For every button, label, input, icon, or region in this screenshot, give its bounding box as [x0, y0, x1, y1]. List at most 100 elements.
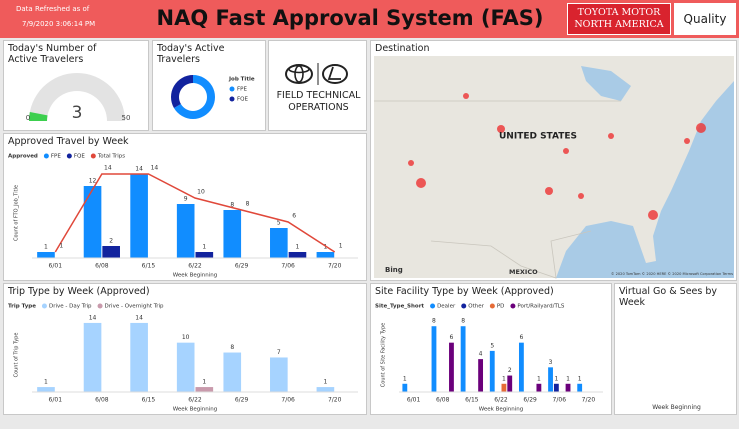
data-label: 14 [104, 165, 112, 172]
x-tick-label: 6/29 [523, 397, 537, 404]
x-tick-label: 6/08 [436, 397, 450, 404]
data-label: 14 [89, 314, 97, 321]
data-label: 1 [339, 243, 343, 250]
y-axis-title: Count of Trip Type [14, 333, 20, 378]
gauge-panel: Today's Number of Active Travelers 3 0 50 [3, 40, 149, 131]
refresh-label: Data Refreshed as of [16, 5, 90, 13]
refresh-time: 7/9/2020 3:06:14 PM [22, 20, 96, 28]
x-axis-title: Week Beginning [652, 404, 701, 411]
donut-chart: Job Title FPE FQE [171, 75, 255, 119]
bar [176, 204, 195, 258]
x-tick-label: 7/20 [328, 263, 342, 270]
panel-title: Today's Number of Active Travelers [8, 43, 97, 65]
data-label: 2 [508, 367, 512, 374]
data-label: 5 [277, 220, 281, 227]
legend-marker [510, 303, 516, 309]
lake [581, 66, 631, 101]
x-tick-label: 6/01 [49, 397, 63, 404]
bar [577, 383, 583, 392]
legend-label: Drive - Overnight Trip [105, 304, 165, 310]
bar [83, 322, 102, 392]
legend-label: Port/Railyard/TLS [517, 304, 564, 310]
data-label: 6 [292, 213, 296, 220]
pie-slice [173, 75, 215, 119]
legend-label: FQE [237, 97, 248, 103]
bar [478, 359, 484, 392]
data-label: 1 [578, 375, 582, 382]
legend-title: Approved [8, 154, 38, 160]
logo-panel: FIELD TECHNICAL OPERATIONS [268, 40, 367, 131]
bar [460, 326, 466, 392]
legend-label: Dealer [437, 304, 456, 310]
y-axis-title: Count of Site Facility Type [381, 323, 387, 387]
bar [501, 383, 507, 392]
x-tick-label: 7/06 [281, 263, 295, 270]
legend-title: Site_Type_Short [375, 304, 424, 310]
x-tick-label: 6/15 [142, 397, 156, 404]
x-tick-label: 6/22 [494, 397, 508, 404]
x-tick-label: 6/08 [95, 397, 109, 404]
x-tick-label: 7/06 [553, 397, 567, 404]
panel-title: Today's Active Travelers [157, 43, 225, 65]
data-label: 8 [461, 318, 465, 325]
bar [37, 252, 55, 258]
bar [270, 357, 288, 392]
logo-mark [285, 63, 348, 85]
panel-title: Site Facility Type by Week (Approved) [375, 286, 554, 297]
bar [195, 387, 214, 392]
data-label: 14 [135, 314, 143, 321]
panel-title: Approved Travel by Week [8, 136, 129, 147]
x-axis-title: Week Beginning [173, 407, 217, 413]
data-label: 2 [109, 238, 113, 245]
bar [270, 228, 288, 258]
data-label: 1 [554, 375, 558, 382]
data-label: 14 [151, 165, 159, 172]
bar [195, 252, 214, 258]
data-label: 8 [246, 201, 250, 208]
trip-panel: Trip Type by Week (Approved) Trip Type Dr… [3, 283, 367, 415]
bar [223, 210, 242, 258]
bar [518, 342, 524, 392]
panel-title: Virtual Go & Sees by Week [619, 286, 718, 308]
gauge-tick-label: 0 [26, 114, 30, 122]
bar [37, 387, 55, 392]
bar [130, 174, 148, 258]
legend-label: PD [497, 304, 505, 310]
donut-panel: Today's Active Travelers Job Title FPE FQE [152, 40, 266, 131]
map-label: UNITED STATES [499, 132, 577, 142]
x-axis-title: Week Beginning [173, 273, 217, 279]
data-label: 8 [230, 202, 234, 209]
brand-tag: Quality [674, 3, 736, 35]
map: UNITED STATES MEXICO Bing © 2020 TomTom … [374, 56, 734, 279]
data-label: 1 [502, 375, 506, 382]
line [54, 173, 336, 253]
data-label: 1 [323, 244, 327, 251]
pie-slice [171, 75, 193, 108]
header-title: NAQ Fast Approval System (FAS) [156, 6, 544, 30]
bar [316, 252, 335, 258]
x-tick-label: 7/20 [328, 397, 342, 404]
legend-marker [461, 303, 467, 309]
data-label: 8 [432, 318, 436, 325]
x-tick-label: 6/29 [235, 397, 249, 404]
data-label: 1 [202, 379, 206, 386]
land [374, 56, 734, 278]
legend-marker [489, 303, 495, 309]
panel-title: Destination [375, 43, 430, 54]
bar [223, 352, 242, 392]
data-label: 10 [182, 334, 190, 341]
bar [548, 367, 553, 392]
data-label: 1 [59, 243, 63, 250]
gauge-value [29, 112, 48, 121]
x-tick-label: 7/20 [582, 397, 596, 404]
map-panel: Destination UNITED STATES MEXICO Bing © … [370, 40, 737, 281]
bar [402, 383, 408, 392]
x-tick-label: 6/22 [188, 397, 202, 404]
legend-marker [41, 303, 47, 309]
logo-text: FIELD TECHNICAL OPERATIONS [276, 90, 361, 113]
data-label: 14 [135, 166, 143, 173]
map-label: MEXICO [509, 268, 538, 276]
virtual-panel: Virtual Go & Sees by Week Week Beginning [614, 283, 737, 415]
data-label: 1 [202, 244, 206, 251]
